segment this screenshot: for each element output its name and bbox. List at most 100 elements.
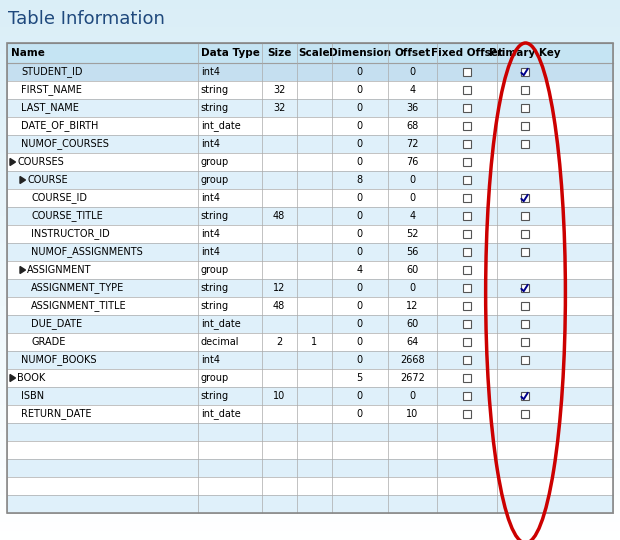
FancyBboxPatch shape xyxy=(0,126,620,135)
Text: 0: 0 xyxy=(409,391,415,401)
FancyBboxPatch shape xyxy=(463,266,471,274)
Text: Fixed Offset: Fixed Offset xyxy=(431,48,503,58)
Text: Data Type: Data Type xyxy=(201,48,260,58)
Text: string: string xyxy=(201,211,229,221)
FancyBboxPatch shape xyxy=(0,9,620,18)
FancyBboxPatch shape xyxy=(7,171,613,189)
Text: GRADE: GRADE xyxy=(31,337,65,347)
FancyBboxPatch shape xyxy=(0,315,620,324)
Text: 60: 60 xyxy=(406,265,419,275)
FancyBboxPatch shape xyxy=(0,54,620,63)
Text: 4: 4 xyxy=(409,211,415,221)
FancyBboxPatch shape xyxy=(463,320,471,328)
Text: string: string xyxy=(201,301,229,311)
Text: 72: 72 xyxy=(406,139,419,149)
Text: Offset: Offset xyxy=(394,48,430,58)
Text: 32: 32 xyxy=(273,103,285,113)
FancyBboxPatch shape xyxy=(463,230,471,238)
FancyBboxPatch shape xyxy=(0,459,620,468)
FancyBboxPatch shape xyxy=(521,122,528,130)
FancyBboxPatch shape xyxy=(7,43,613,63)
FancyBboxPatch shape xyxy=(7,117,613,135)
Text: 0: 0 xyxy=(409,283,415,293)
FancyBboxPatch shape xyxy=(0,495,620,504)
FancyBboxPatch shape xyxy=(0,189,620,198)
Polygon shape xyxy=(10,375,16,381)
Text: int4: int4 xyxy=(201,355,220,365)
FancyBboxPatch shape xyxy=(7,441,613,459)
Text: 0: 0 xyxy=(356,139,363,149)
FancyBboxPatch shape xyxy=(0,450,620,459)
FancyBboxPatch shape xyxy=(7,99,613,117)
Text: COURSE_ID: COURSE_ID xyxy=(31,193,87,204)
FancyBboxPatch shape xyxy=(0,432,620,441)
FancyBboxPatch shape xyxy=(0,99,620,108)
FancyBboxPatch shape xyxy=(463,194,471,202)
FancyBboxPatch shape xyxy=(0,324,620,333)
FancyBboxPatch shape xyxy=(0,216,620,225)
FancyBboxPatch shape xyxy=(7,459,613,477)
Text: NUMOF_BOOKS: NUMOF_BOOKS xyxy=(21,355,97,366)
FancyBboxPatch shape xyxy=(463,158,471,166)
FancyBboxPatch shape xyxy=(521,194,528,202)
Text: RETURN_DATE: RETURN_DATE xyxy=(21,409,92,420)
Text: 12: 12 xyxy=(273,283,285,293)
Text: ASSIGNMENT_TYPE: ASSIGNMENT_TYPE xyxy=(31,282,124,293)
Text: ASSIGNMENT_TITLE: ASSIGNMENT_TITLE xyxy=(31,301,126,312)
Text: Scale: Scale xyxy=(298,48,330,58)
FancyBboxPatch shape xyxy=(521,302,528,310)
FancyBboxPatch shape xyxy=(0,90,620,99)
FancyBboxPatch shape xyxy=(0,0,620,9)
FancyBboxPatch shape xyxy=(0,288,620,297)
FancyBboxPatch shape xyxy=(0,117,620,126)
Text: 4: 4 xyxy=(356,265,363,275)
FancyBboxPatch shape xyxy=(7,63,613,81)
FancyBboxPatch shape xyxy=(7,387,613,405)
FancyBboxPatch shape xyxy=(0,198,620,207)
Text: 0: 0 xyxy=(356,355,363,365)
Text: string: string xyxy=(201,391,229,401)
Text: 0: 0 xyxy=(356,157,363,167)
Text: Primary Key: Primary Key xyxy=(489,48,560,58)
Text: DUE_DATE: DUE_DATE xyxy=(31,319,82,329)
FancyBboxPatch shape xyxy=(521,320,528,328)
Text: 2668: 2668 xyxy=(400,355,425,365)
Text: 0: 0 xyxy=(356,211,363,221)
FancyBboxPatch shape xyxy=(521,86,528,94)
Text: 0: 0 xyxy=(356,409,363,419)
Text: 10: 10 xyxy=(406,409,419,419)
FancyBboxPatch shape xyxy=(0,270,620,279)
FancyBboxPatch shape xyxy=(7,495,613,513)
Text: 0: 0 xyxy=(356,229,363,239)
Text: 0: 0 xyxy=(356,391,363,401)
Text: 10: 10 xyxy=(273,391,285,401)
FancyBboxPatch shape xyxy=(463,284,471,292)
FancyBboxPatch shape xyxy=(463,176,471,184)
Text: int_date: int_date xyxy=(201,319,241,329)
FancyBboxPatch shape xyxy=(7,369,613,387)
Text: 68: 68 xyxy=(406,121,419,131)
FancyBboxPatch shape xyxy=(0,45,620,54)
Text: 0: 0 xyxy=(356,85,363,95)
Text: 36: 36 xyxy=(406,103,419,113)
FancyBboxPatch shape xyxy=(521,212,528,220)
FancyBboxPatch shape xyxy=(0,405,620,414)
FancyBboxPatch shape xyxy=(7,81,613,99)
Text: BOOK: BOOK xyxy=(17,373,45,383)
Text: 64: 64 xyxy=(406,337,419,347)
FancyBboxPatch shape xyxy=(7,297,613,315)
Text: 60: 60 xyxy=(406,319,419,329)
FancyBboxPatch shape xyxy=(0,162,620,171)
FancyBboxPatch shape xyxy=(463,86,471,94)
Text: Name: Name xyxy=(11,48,45,58)
FancyBboxPatch shape xyxy=(0,261,620,270)
Text: 0: 0 xyxy=(356,247,363,257)
Text: 0: 0 xyxy=(356,103,363,113)
FancyBboxPatch shape xyxy=(7,153,613,171)
Text: 2672: 2672 xyxy=(400,373,425,383)
FancyBboxPatch shape xyxy=(0,27,620,36)
FancyBboxPatch shape xyxy=(0,108,620,117)
FancyBboxPatch shape xyxy=(463,248,471,256)
Text: int4: int4 xyxy=(201,139,220,149)
FancyBboxPatch shape xyxy=(521,392,528,400)
